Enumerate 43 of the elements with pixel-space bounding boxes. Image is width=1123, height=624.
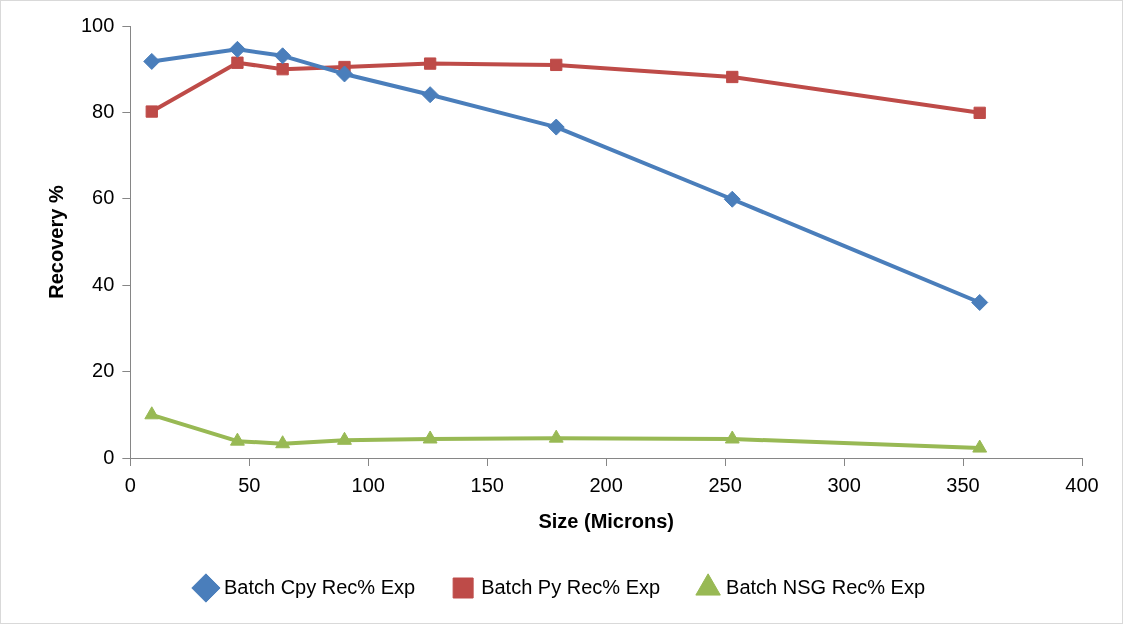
point <box>421 86 439 104</box>
point <box>228 40 246 58</box>
point <box>275 435 291 449</box>
point <box>143 52 161 70</box>
y-axis-title: Recovery % <box>44 185 67 299</box>
point <box>547 118 565 136</box>
point <box>144 406 160 420</box>
point <box>423 57 437 70</box>
legend-label: Batch Cpy Rec% Exp <box>223 575 416 598</box>
point <box>335 65 353 83</box>
y-tick-label: 20 <box>92 359 115 382</box>
x-tick-label: 350 <box>946 473 980 496</box>
point <box>230 432 245 446</box>
x-tick-label: 400 <box>1065 473 1099 496</box>
point <box>971 293 989 311</box>
point <box>723 190 741 208</box>
y-tick-label: 60 <box>92 186 115 209</box>
x-tick-label: 100 <box>351 473 385 496</box>
legend-label: Batch NSG Rec% Exp <box>726 575 926 598</box>
point <box>972 439 988 453</box>
x-tick-label: 300 <box>827 473 861 496</box>
y-tick-label: 80 <box>92 99 115 122</box>
point <box>274 47 292 65</box>
legend-label: Batch Py Rec% Exp <box>481 575 661 598</box>
y-tick-label: 0 <box>103 445 115 468</box>
point <box>422 430 438 444</box>
point <box>337 431 352 445</box>
point <box>276 63 289 76</box>
y-tick-label: 100 <box>80 13 115 36</box>
point <box>231 56 244 69</box>
x-tick-label: 150 <box>470 473 504 496</box>
point <box>550 58 563 72</box>
x-tick-label: 50 <box>238 473 261 496</box>
x-tick-label: 250 <box>708 473 742 496</box>
x-tick-label: 200 <box>589 473 623 496</box>
point <box>973 106 986 119</box>
y-tick-label: 40 <box>92 272 115 295</box>
point <box>724 430 740 444</box>
x-axis-title: Size (Microns) <box>538 509 674 532</box>
x-tick-label: 0 <box>124 473 136 496</box>
point <box>145 105 158 118</box>
point <box>726 70 739 84</box>
point <box>548 429 564 443</box>
